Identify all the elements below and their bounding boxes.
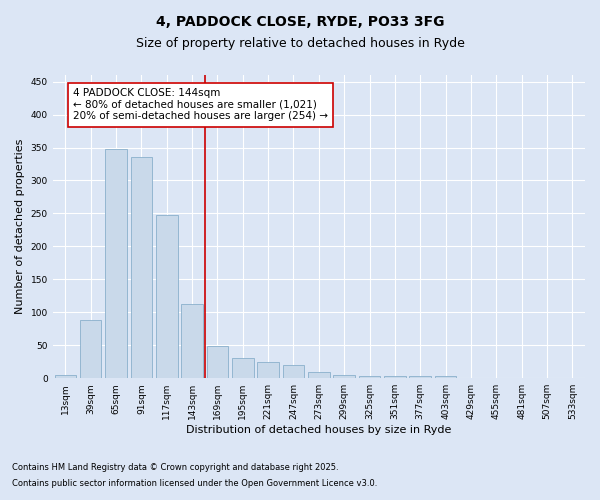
Text: 4, PADDOCK CLOSE, RYDE, PO33 3FG: 4, PADDOCK CLOSE, RYDE, PO33 3FG [156,15,444,29]
Bar [359,376,380,378]
Text: Size of property relative to detached houses in Ryde: Size of property relative to detached ho… [136,38,464,51]
Bar [232,358,254,378]
Bar [131,158,152,378]
Bar [156,216,178,378]
Bar [257,362,279,378]
Bar [308,372,329,378]
Bar [55,375,76,378]
Text: Contains HM Land Registry data © Crown copyright and database right 2025.: Contains HM Land Registry data © Crown c… [12,464,338,472]
X-axis label: Distribution of detached houses by size in Ryde: Distribution of detached houses by size … [186,425,452,435]
Y-axis label: Number of detached properties: Number of detached properties [15,139,25,314]
Bar [181,304,203,378]
Bar [334,375,355,378]
Bar [206,346,228,378]
Bar [435,376,457,378]
Bar [409,376,431,378]
Bar [105,149,127,378]
Text: Contains public sector information licensed under the Open Government Licence v3: Contains public sector information licen… [12,478,377,488]
Text: 4 PADDOCK CLOSE: 144sqm
← 80% of detached houses are smaller (1,021)
20% of semi: 4 PADDOCK CLOSE: 144sqm ← 80% of detache… [73,88,328,122]
Bar [384,376,406,378]
Bar [283,365,304,378]
Bar [80,320,101,378]
